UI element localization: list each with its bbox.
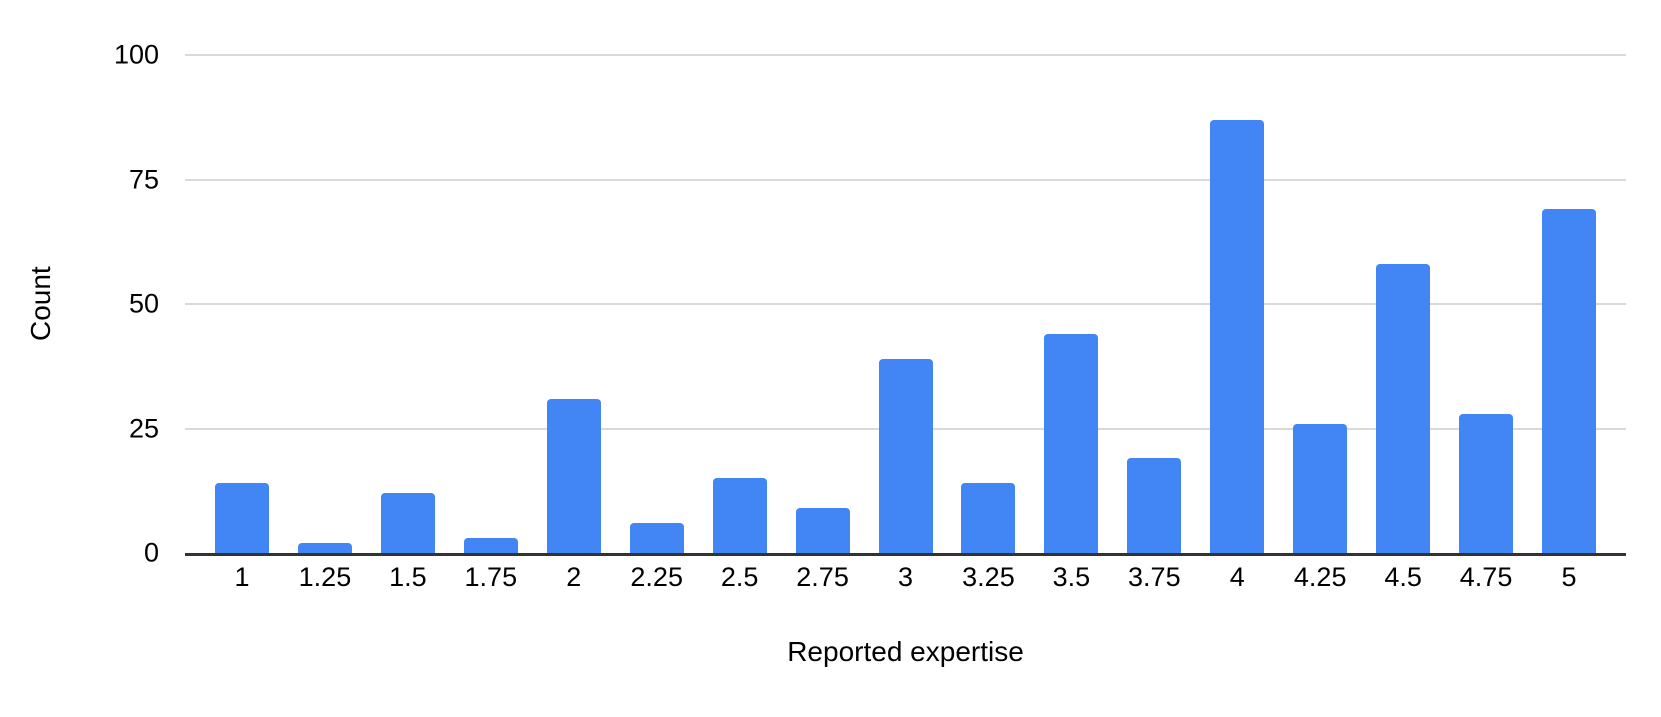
bar-3 <box>878 358 933 553</box>
y-tick-label-75: 75 <box>128 164 159 194</box>
x-tick-label-2: 2 <box>566 562 582 592</box>
x-tick-label-1: 1 <box>234 562 250 592</box>
x-tick-slot: 4 <box>1210 560 1264 594</box>
x-tick-slot: 1.25 <box>298 560 352 594</box>
gridline-75 <box>185 178 1626 181</box>
gridline-100 <box>185 54 1626 56</box>
bar-1 <box>215 483 269 553</box>
x-tick-label-2.75: 2.75 <box>796 562 849 592</box>
bar-3.5 <box>1044 333 1099 553</box>
bar-2.75 <box>795 508 850 553</box>
x-tick-label-3.5: 3.5 <box>1052 562 1091 592</box>
y-axis-tick-labels: 0 25 50 75 100 <box>0 41 172 566</box>
x-tick-label-4.5: 4.5 <box>1384 562 1422 592</box>
x-tick-label-4: 4 <box>1229 562 1245 592</box>
x-tick-slot: 2.25 <box>630 560 684 594</box>
bar-2.25 <box>629 523 684 553</box>
bar-1.75 <box>463 538 518 553</box>
x-tick-label-3.75: 3.75 <box>1128 562 1181 592</box>
bar-1.5 <box>380 493 435 553</box>
x-tick-slot: 3.75 <box>1127 560 1181 594</box>
x-tick-label-2.25: 2.25 <box>630 562 683 592</box>
x-tick-slot: 3.25 <box>961 560 1015 594</box>
x-tick-slot: 4.25 <box>1293 560 1347 594</box>
x-axis-title: Reported expertise <box>787 636 1024 667</box>
x-tick-label-1.5: 1.5 <box>389 562 427 592</box>
x-axis-tick-labels: 1 1.25 1.5 1.75 2 2.25 2.5 2.75 3 3.25 3.5 3.75 4 4.2… <box>185 560 1626 594</box>
x-tick-label-4.25: 4.25 <box>1293 562 1347 592</box>
y-tick-label-100: 100 <box>113 39 159 70</box>
x-tick-slot: 2.75 <box>796 560 850 594</box>
x-tick-label-3: 3 <box>897 562 914 592</box>
x-tick-slot: 4.75 <box>1459 560 1513 594</box>
bar-1.25 <box>297 543 352 553</box>
bar-3.75 <box>1127 458 1182 553</box>
bar-4.25 <box>1293 423 1348 553</box>
x-tick-slot: 5 <box>1542 560 1596 594</box>
bar-5 <box>1542 209 1596 553</box>
x-tick-label-2.5: 2.5 <box>720 562 759 592</box>
x-tick-label-4.75: 4.75 <box>1459 562 1513 592</box>
bar-4.75 <box>1459 413 1514 553</box>
x-tick-label-1.25: 1.25 <box>298 562 352 592</box>
bar-4 <box>1210 119 1265 553</box>
x-tick-slot: 1.5 <box>381 560 435 594</box>
x-tick-label-3.25: 3.25 <box>962 562 1015 592</box>
y-tick-label-25: 25 <box>128 413 159 443</box>
bar-4.5 <box>1376 264 1431 553</box>
x-tick-slot: 2 <box>547 560 601 594</box>
x-tick-slot: 2.5 <box>713 560 767 594</box>
bars-row <box>185 55 1626 553</box>
bar-3.25 <box>961 483 1016 553</box>
x-tick-slot: 1.75 <box>464 560 518 594</box>
y-tick-label-0: 0 <box>143 537 159 568</box>
bar-2 <box>546 398 601 553</box>
gridline-50 <box>185 303 1626 305</box>
x-tick-label-1.75: 1.75 <box>464 562 518 592</box>
x-tick-label-5: 5 <box>1561 562 1577 592</box>
bar-2.5 <box>712 478 767 553</box>
plot-area <box>185 54 1626 556</box>
y-tick-label-50: 50 <box>128 288 159 319</box>
x-tick-slot: 1 <box>215 560 269 594</box>
x-tick-slot: 3.5 <box>1044 560 1098 594</box>
x-tick-slot: 3 <box>879 560 933 594</box>
x-tick-slot: 4.5 <box>1376 560 1430 594</box>
